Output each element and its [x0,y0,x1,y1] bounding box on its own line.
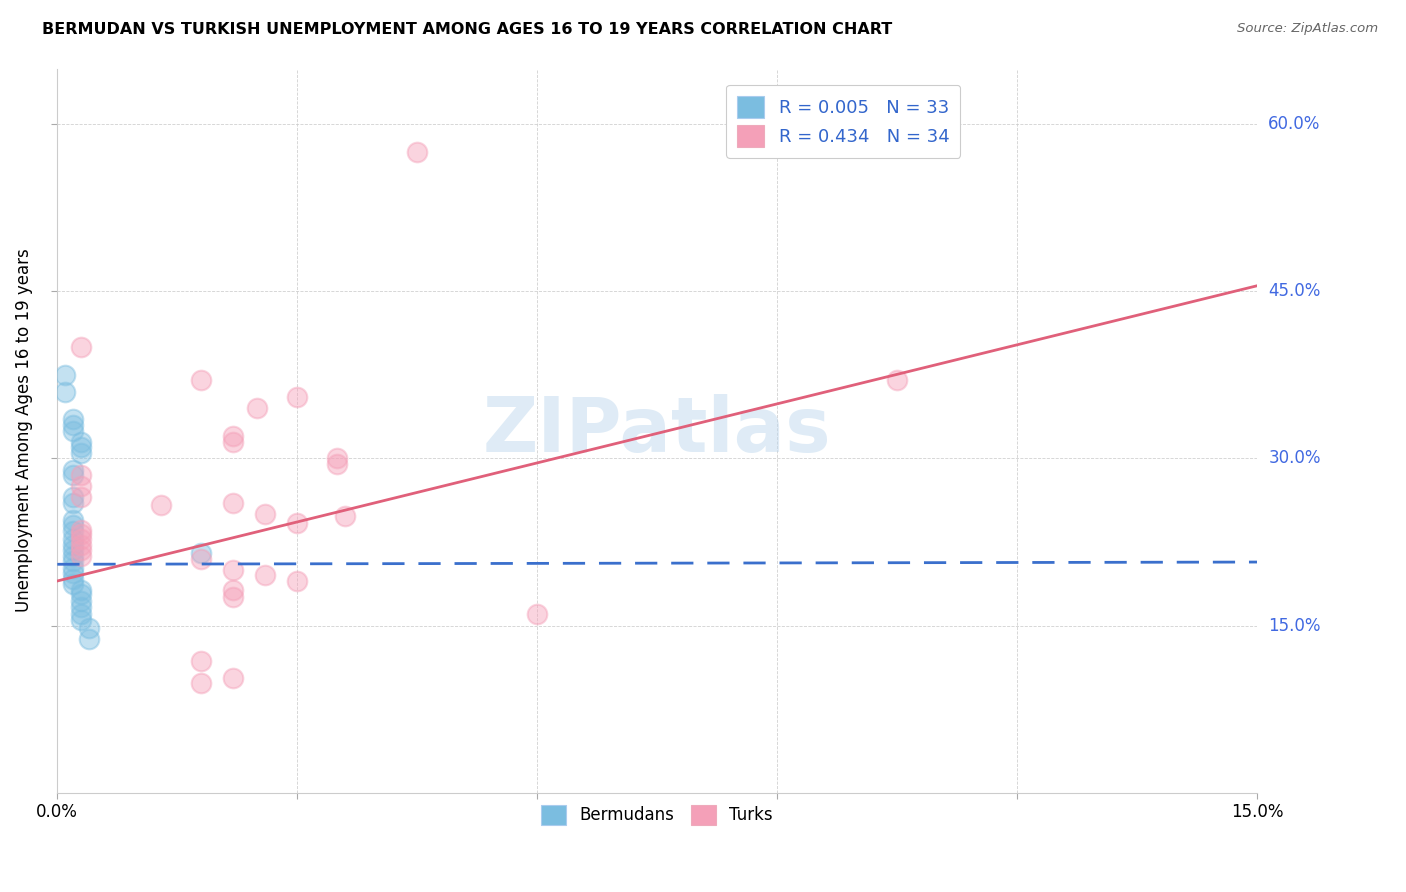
Text: Source: ZipAtlas.com: Source: ZipAtlas.com [1237,22,1378,36]
Point [62,549,84,564]
Point [70,538,93,552]
Point [62,572,84,586]
Point [62,524,84,538]
Text: 45.0%: 45.0% [1268,283,1320,301]
Point [62,412,84,426]
Point [62,462,84,476]
Point [254,568,277,582]
Point [70,446,93,460]
Point [222,496,245,510]
Point [70,582,93,597]
Point [62,513,84,527]
Point [335,509,357,524]
Point [285,574,308,588]
Point [150,498,173,512]
Point [190,546,212,560]
Point [79,632,101,646]
Point [62,560,84,574]
Point [62,532,84,546]
Point [526,607,548,622]
Point [222,671,245,685]
Point [62,518,84,533]
Point [254,507,277,521]
Point [62,554,84,568]
Point [222,563,245,577]
Y-axis label: Unemployment Among Ages 16 to 19 years: Unemployment Among Ages 16 to 19 years [15,249,32,613]
Point [190,654,212,668]
Point [70,532,93,546]
Point [62,491,84,505]
Point [70,549,93,564]
Point [62,496,84,510]
Point [70,479,93,493]
Legend: Bermudans, Turks: Bermudans, Turks [531,795,783,835]
Point [70,468,93,483]
Point [190,374,212,388]
Point [62,566,84,581]
Point [70,340,93,354]
Point [79,621,101,635]
Text: 60.0%: 60.0% [1268,115,1320,133]
Point [222,429,245,443]
Point [53,384,76,399]
Point [70,542,93,557]
Point [70,491,93,505]
Point [886,374,908,388]
Point [285,390,308,404]
Point [190,551,212,566]
Point [70,440,93,454]
Point [62,542,84,557]
Text: BERMUDAN VS TURKISH UNEMPLOYMENT AMONG AGES 16 TO 19 YEARS CORRELATION CHART: BERMUDAN VS TURKISH UNEMPLOYMENT AMONG A… [42,22,893,37]
Point [62,577,84,591]
Point [62,468,84,483]
Point [70,607,93,622]
Text: 15.0%: 15.0% [1268,616,1320,634]
Point [285,516,308,530]
Point [62,538,84,552]
Point [70,527,93,541]
Point [70,599,93,614]
Point [62,424,84,438]
Point [326,451,349,466]
Point [53,368,76,382]
Text: ZIPatlas: ZIPatlas [482,393,831,467]
Point [222,590,245,604]
Point [70,594,93,608]
Point [190,676,212,690]
Point [326,457,349,471]
Point [70,523,93,537]
Point [62,417,84,432]
Point [222,434,245,449]
Point [222,582,245,597]
Point [70,587,93,601]
Point [246,401,269,416]
Point [406,145,429,159]
Text: 30.0%: 30.0% [1268,450,1320,467]
Point [70,434,93,449]
Point [70,613,93,627]
